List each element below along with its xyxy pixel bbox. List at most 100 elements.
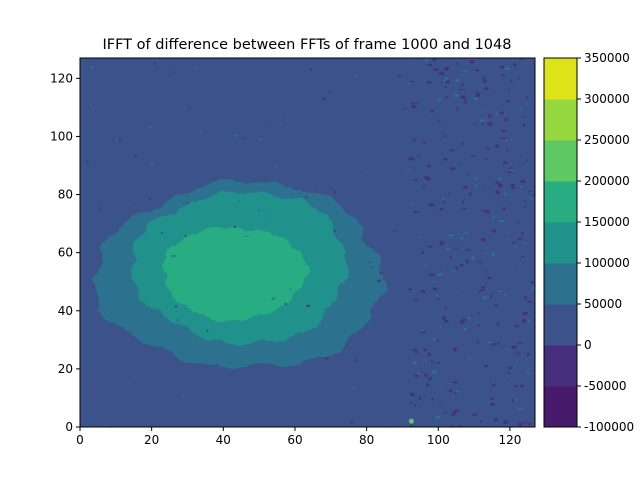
colorbar-band bbox=[544, 140, 577, 182]
speckle bbox=[408, 157, 415, 161]
speckle bbox=[393, 230, 396, 233]
speckle bbox=[508, 366, 514, 369]
speckle bbox=[443, 320, 449, 323]
speckle bbox=[466, 61, 469, 63]
speckle bbox=[506, 374, 508, 378]
speckle bbox=[484, 209, 491, 214]
plot-frame bbox=[79, 57, 536, 428]
speckle bbox=[270, 123, 273, 125]
speckle bbox=[443, 412, 448, 414]
speckle bbox=[435, 362, 441, 365]
speckle bbox=[523, 200, 527, 202]
speckle bbox=[82, 395, 85, 398]
speckle bbox=[517, 221, 520, 225]
speckle bbox=[420, 308, 424, 310]
speckle bbox=[496, 342, 500, 346]
speckle bbox=[414, 374, 420, 378]
speckle bbox=[429, 273, 435, 277]
speckle bbox=[477, 324, 480, 327]
y-tick-label: 100 bbox=[50, 129, 73, 143]
speckle bbox=[533, 230, 535, 232]
speckle bbox=[480, 237, 486, 242]
speckle bbox=[484, 158, 488, 160]
speckle bbox=[457, 291, 461, 294]
speckle bbox=[467, 316, 471, 320]
speckle bbox=[442, 158, 449, 161]
speckle bbox=[328, 91, 331, 94]
speckle bbox=[431, 370, 437, 375]
speckle bbox=[128, 204, 132, 206]
speckle bbox=[451, 412, 456, 416]
speckle bbox=[156, 329, 158, 332]
speckle bbox=[135, 65, 138, 67]
speckle bbox=[494, 190, 501, 194]
speckle bbox=[317, 188, 322, 191]
speckle bbox=[440, 265, 442, 267]
speckle bbox=[519, 185, 524, 188]
colorbar-band bbox=[544, 222, 577, 264]
speckle bbox=[444, 86, 448, 89]
speckle bbox=[494, 304, 499, 307]
speckle bbox=[241, 98, 243, 100]
speckle bbox=[408, 287, 412, 291]
colorbar-tick-label: -100000 bbox=[584, 420, 634, 434]
speckle bbox=[459, 264, 462, 267]
speckle bbox=[436, 360, 438, 362]
speckle bbox=[430, 280, 436, 283]
speckle bbox=[525, 159, 529, 161]
colorbar-band bbox=[544, 99, 577, 141]
speckle bbox=[520, 232, 525, 235]
speckle bbox=[504, 192, 508, 197]
speckle bbox=[465, 259, 469, 264]
speckle bbox=[413, 210, 417, 214]
speckle bbox=[511, 399, 514, 403]
speckle bbox=[526, 300, 533, 303]
speckle bbox=[515, 351, 519, 353]
speckle bbox=[115, 137, 118, 140]
speckle bbox=[481, 122, 484, 125]
speckle bbox=[441, 198, 446, 201]
speckle bbox=[459, 237, 465, 240]
speckle bbox=[118, 221, 121, 224]
y-tick-label: 120 bbox=[50, 71, 73, 85]
speckle bbox=[517, 77, 520, 80]
speckle bbox=[443, 81, 445, 85]
speckle bbox=[422, 141, 427, 144]
x-axis: 0 20 40 60 80 100 120 bbox=[76, 427, 521, 447]
speckle bbox=[531, 286, 535, 291]
speckle bbox=[439, 325, 442, 329]
speckle bbox=[93, 284, 95, 287]
speckle bbox=[430, 109, 434, 113]
speckle bbox=[426, 245, 433, 248]
speckle bbox=[427, 352, 431, 357]
speckle bbox=[455, 78, 460, 82]
speckle bbox=[484, 108, 487, 112]
speckle bbox=[462, 89, 465, 91]
speckle bbox=[423, 118, 426, 120]
speckle bbox=[482, 77, 486, 81]
speckle bbox=[484, 251, 488, 254]
speckle bbox=[455, 389, 460, 393]
speckle bbox=[233, 225, 236, 229]
speckle bbox=[456, 62, 459, 66]
speckle bbox=[453, 409, 459, 413]
speckle bbox=[448, 234, 454, 237]
speckle bbox=[434, 415, 441, 419]
colorbar-band bbox=[544, 345, 577, 387]
speckle bbox=[477, 362, 480, 364]
speckle bbox=[411, 102, 415, 105]
speckle bbox=[479, 420, 483, 423]
speckle bbox=[462, 200, 465, 205]
speckle bbox=[409, 392, 414, 397]
speckle bbox=[440, 402, 443, 405]
speckle bbox=[98, 206, 101, 210]
colorbar-tick-label: 250000 bbox=[584, 133, 630, 147]
speckle bbox=[148, 126, 153, 128]
colorbar-tick-label: 200000 bbox=[584, 174, 630, 188]
speckle bbox=[521, 319, 528, 323]
speckle bbox=[368, 261, 372, 263]
y-tick-label: 40 bbox=[58, 304, 73, 318]
speckle bbox=[449, 167, 456, 171]
speckle bbox=[414, 350, 418, 354]
